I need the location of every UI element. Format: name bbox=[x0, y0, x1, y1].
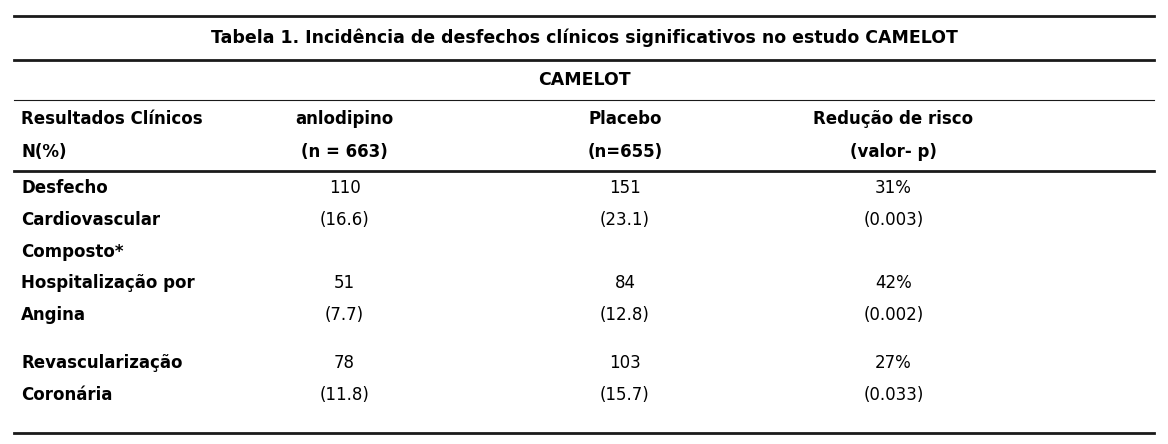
Text: Angina: Angina bbox=[21, 306, 86, 324]
Text: anlodipino: anlodipino bbox=[296, 110, 394, 127]
Text: (0.003): (0.003) bbox=[863, 211, 924, 229]
Text: (11.8): (11.8) bbox=[320, 386, 369, 404]
Text: (0.033): (0.033) bbox=[863, 386, 924, 404]
Text: 42%: 42% bbox=[875, 274, 912, 292]
Text: 110: 110 bbox=[328, 179, 361, 197]
Text: Revascularização: Revascularização bbox=[21, 354, 182, 372]
Text: Redução de risco: Redução de risco bbox=[813, 110, 974, 127]
Text: 51: 51 bbox=[334, 274, 355, 292]
Text: Cardiovascular: Cardiovascular bbox=[21, 211, 160, 229]
Text: (15.7): (15.7) bbox=[600, 386, 649, 404]
Text: Tabela 1. Incidência de desfechos clínicos significativos no estudo CAMELOT: Tabela 1. Incidência de desfechos clínic… bbox=[210, 28, 958, 47]
Text: 27%: 27% bbox=[875, 354, 912, 372]
Text: 78: 78 bbox=[334, 354, 355, 372]
Text: Placebo: Placebo bbox=[589, 110, 661, 127]
Text: (valor- p): (valor- p) bbox=[850, 143, 937, 161]
Text: 84: 84 bbox=[614, 274, 635, 292]
Text: N(%): N(%) bbox=[21, 143, 67, 161]
Text: 31%: 31% bbox=[875, 179, 912, 197]
Text: Desfecho: Desfecho bbox=[21, 179, 107, 197]
Text: (16.6): (16.6) bbox=[320, 211, 369, 229]
Text: 103: 103 bbox=[609, 354, 641, 372]
Text: (n = 663): (n = 663) bbox=[301, 143, 388, 161]
Text: (0.002): (0.002) bbox=[863, 306, 924, 324]
Text: Hospitalização por: Hospitalização por bbox=[21, 274, 195, 292]
Text: Composto*: Composto* bbox=[21, 243, 124, 261]
Text: (7.7): (7.7) bbox=[325, 306, 364, 324]
Text: CAMELOT: CAMELOT bbox=[537, 71, 631, 89]
Text: (n=655): (n=655) bbox=[588, 143, 662, 161]
Text: (12.8): (12.8) bbox=[600, 306, 649, 324]
Text: Coronária: Coronária bbox=[21, 386, 112, 404]
Text: (23.1): (23.1) bbox=[600, 211, 649, 229]
Text: 151: 151 bbox=[609, 179, 641, 197]
Text: Resultados Clínicos: Resultados Clínicos bbox=[21, 110, 203, 127]
